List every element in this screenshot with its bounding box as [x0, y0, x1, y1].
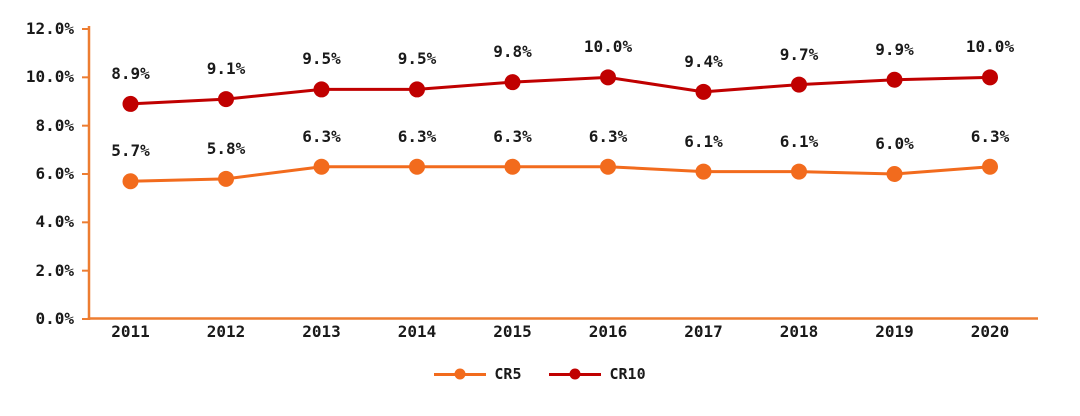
cr10-legend-line — [549, 368, 602, 380]
cr10-marker-2017 — [695, 83, 712, 100]
cr5-marker-2011 — [122, 173, 139, 190]
cr10-marker-2013 — [313, 81, 330, 98]
cr5-marker-2012 — [218, 170, 234, 187]
cr5-marker-2020 — [982, 158, 998, 175]
legend-item-cr5: CR5 — [434, 364, 521, 384]
y-tick-label-6.0%: 6.0% — [35, 164, 74, 183]
cr5-value-label-2017: 6.1% — [684, 131, 723, 151]
x-tick-label-2012: 2012 — [206, 322, 246, 341]
x-tick-label-2016: 2016 — [588, 322, 628, 341]
cr10-line — [130, 75, 991, 106]
x-tick-label-2017: 2017 — [684, 322, 723, 341]
x-tick-label-2015: 2015 — [493, 322, 532, 341]
x-tick-label-2013: 2013 — [302, 322, 341, 341]
cr5-marker-2015 — [504, 158, 521, 175]
y-tick-label-4.0%: 4.0% — [35, 212, 74, 232]
x-tick-label-2018: 2018 — [779, 322, 819, 341]
cr5-value-label-2020: 6.3% — [970, 126, 1010, 146]
cr5-marker-2014 — [409, 158, 425, 175]
y-tick-label-0.0%: 0.0% — [35, 309, 74, 328]
cr10-value-label-2019: 9.9% — [875, 39, 914, 59]
y-tick-label-2.0%: 2.0% — [35, 260, 74, 280]
cr5-marker-2019 — [886, 166, 903, 182]
cr5-value-label-2016: 6.3% — [588, 126, 628, 146]
cr10-marker-2019 — [886, 71, 903, 88]
cr5-legend-marker-icon — [454, 368, 466, 380]
cr10-value-label-2015: 9.8% — [493, 42, 532, 62]
cr5-value-label-2015: 6.3% — [493, 126, 532, 146]
legend-item-cr10: CR10 — [549, 364, 646, 384]
cr10-value-label-2014: 9.5% — [397, 49, 437, 69]
cr10-value-label-2017: 9.4% — [684, 51, 723, 71]
cr10-marker-2011 — [122, 95, 139, 112]
x-tick-label-2014: 2014 — [397, 322, 437, 341]
cr10-value-label-2018: 9.7% — [779, 44, 819, 64]
legend: CR5 CR10 — [0, 364, 1080, 384]
cr10-value-label-2011: 8.9% — [111, 63, 150, 83]
cr5-legend-line — [434, 368, 487, 380]
cr10-value-label-2012: 9.1% — [206, 59, 246, 79]
cr10-value-label-2016: 10.0% — [583, 37, 633, 57]
cr5-value-label-2019: 6.0% — [875, 134, 914, 153]
cr10-marker-2020 — [982, 69, 998, 86]
cr10-legend-label: CR10 — [609, 365, 646, 383]
cr5-line — [130, 165, 991, 183]
cr5-value-label-2012: 5.8% — [206, 138, 246, 158]
cr5-marker-2013 — [313, 158, 330, 175]
cr10-marker-2018 — [791, 76, 807, 93]
cr5-value-label-2013: 6.3% — [302, 126, 341, 146]
y-tick-label-10.0%: 10.0% — [25, 67, 74, 87]
cr10-marker-2014 — [409, 81, 425, 98]
cr5-marker-2017 — [695, 163, 712, 180]
cr5-value-label-2011: 5.7% — [111, 141, 150, 161]
cr5-value-label-2014: 6.3% — [397, 126, 437, 146]
cr10-value-label-2013: 9.5% — [302, 49, 341, 69]
cr5-marker-2018 — [791, 163, 807, 180]
cr10-marker-2016 — [600, 69, 616, 86]
cr5-legend-label: CR5 — [494, 365, 522, 383]
cr10-marker-2012 — [218, 91, 234, 108]
y-tick-label-12.0%: 12.0% — [25, 19, 74, 38]
cr10-marker-2015 — [504, 74, 521, 91]
cr5-value-label-2018: 6.1% — [779, 131, 819, 151]
y-tick-label-8.0%: 8.0% — [35, 115, 74, 135]
cr10-value-label-2020: 10.0% — [965, 37, 1015, 57]
cr10-legend-marker-icon — [569, 368, 581, 380]
x-tick-label-2020: 2020 — [970, 322, 1010, 341]
cr5-marker-2016 — [600, 158, 616, 175]
x-tick-label-2019: 2019 — [875, 322, 914, 341]
x-tick-label-2011: 2011 — [111, 322, 150, 341]
